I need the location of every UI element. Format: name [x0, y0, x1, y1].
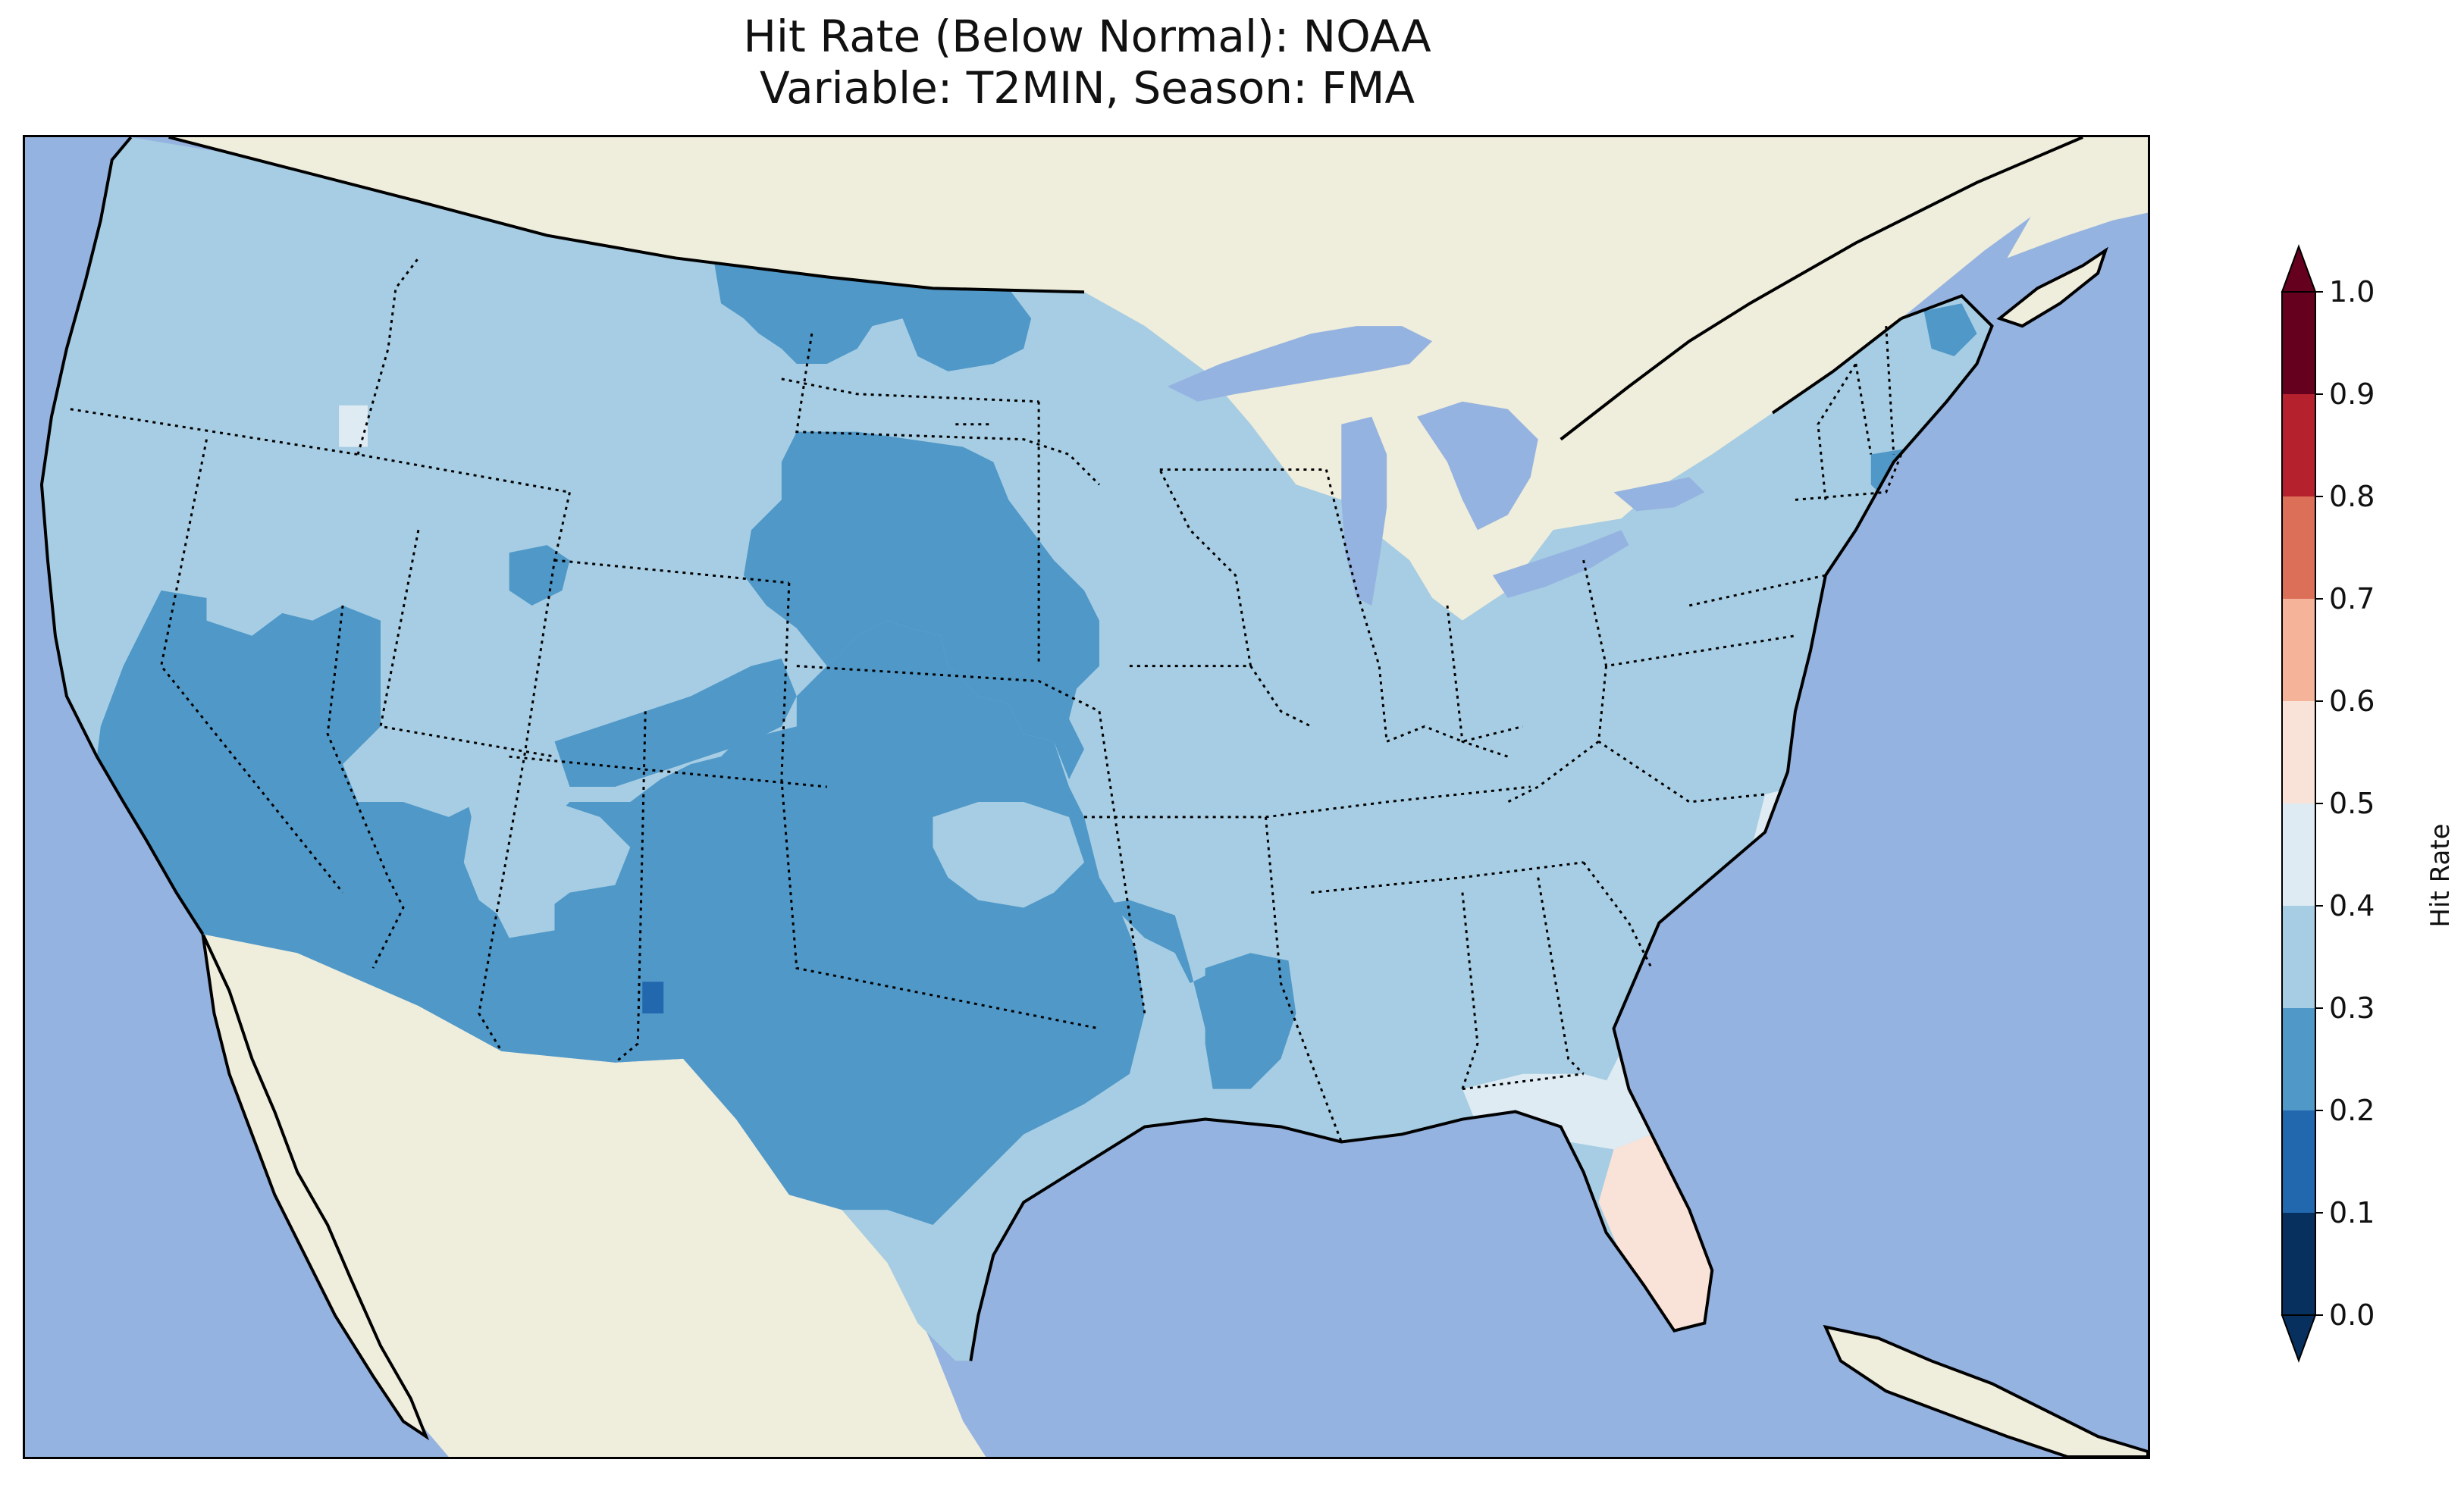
colorbar-bin — [2282, 292, 2315, 394]
colorbar-tick-label: 0.5 — [2329, 787, 2375, 820]
colorbar-tick-label: 0.1 — [2329, 1196, 2375, 1229]
colorbar-tick-label: 0.8 — [2329, 480, 2375, 513]
lake-michigan — [1341, 416, 1387, 606]
colorbar-tick-label: 0.2 — [2329, 1094, 2375, 1127]
lake-erie — [1492, 530, 1629, 598]
bin-0-1-0-2-new-mexico — [642, 982, 664, 1014]
colorbar-tick-label: 0.4 — [2329, 889, 2375, 922]
bin-0-2-0-3-southwest — [92, 590, 1145, 1293]
bin-0-2-0-3-mississippi — [1205, 953, 1296, 1089]
bin-0-2-0-3-colorado — [554, 658, 797, 788]
baja-california — [201, 933, 430, 1441]
colorbar-extend-max — [2281, 244, 2317, 293]
colorbar-bin — [2282, 599, 2315, 701]
cuba — [1823, 1324, 2148, 1457]
state-borders — [70, 257, 1903, 1142]
bin-0-4-0-5-idaho — [339, 405, 368, 447]
colorbar-bin — [2282, 701, 2315, 803]
nova-scotia — [1996, 246, 2108, 328]
canada-border-east — [1771, 317, 1902, 415]
bin-0-3-0-4-southwest-interior — [463, 787, 631, 923]
colorbar-bin — [2282, 394, 2315, 496]
bin-0-3-0-4-texas-panhandle — [933, 801, 1085, 908]
colorbar-tick-label: 0.6 — [2329, 684, 2375, 718]
map-title: Hit Rate (Below Normal): NOAA Variable: … — [0, 11, 2174, 114]
colorbar-bin — [2282, 803, 2315, 906]
bin-0-2-0-3-maine — [1923, 303, 1977, 357]
colorbar-svg: 0.0 0.1 0.2 0.3 0.4 0.5 0.6 0.7 0.8 0.9 1.0 Hit Ra… — [2281, 244, 2456, 1363]
lake-huron — [1417, 401, 1538, 531]
bin-0-2-0-3-sd-ne-ks — [743, 431, 1099, 780]
colorbar-swatches — [2281, 244, 2317, 1363]
colorbar-bin — [2282, 1213, 2315, 1315]
colorbar-bin — [2282, 906, 2315, 1008]
title-line-1: Hit Rate (Below Normal): NOAA — [743, 11, 1431, 62]
colorbar-tick-label: 1.0 — [2329, 275, 2375, 309]
maritime-land — [2007, 137, 2148, 258]
us-coastline — [39, 137, 205, 935]
canada-border — [168, 137, 1085, 294]
colorbar-ticks: 0.0 0.1 0.2 0.3 0.4 0.5 0.6 0.7 0.8 0.9 1.0 — [2315, 275, 2375, 1332]
colorbar-tick-label: 0.3 — [2329, 991, 2375, 1025]
gulf-coastline — [969, 293, 1994, 1361]
mexico-land — [202, 934, 986, 1457]
bin-0-3-0-4-south-texas — [842, 1210, 1009, 1361]
colorbar-bin — [2282, 496, 2315, 599]
bin-0-5-0-6-florida — [1598, 1134, 1720, 1339]
map-canvas — [25, 137, 2148, 1457]
colorbar-bin — [2282, 1110, 2315, 1213]
lake-superior — [1167, 326, 1433, 402]
colorbar-tick-label: 0.9 — [2329, 377, 2375, 411]
map-panel — [23, 135, 2150, 1459]
lake-ontario — [1613, 477, 1705, 512]
title-line-2: Variable: T2MIN, Season: FMA — [759, 62, 1415, 114]
colorbar-label: Hit Rate — [2425, 823, 2456, 927]
canada-border-east-2 — [1560, 137, 2083, 441]
colorbar-extend-min — [2281, 1314, 2317, 1363]
colorbar-tick-label: 0.0 — [2329, 1298, 2375, 1332]
colorbar-tick-label: 0.7 — [2329, 582, 2375, 615]
colorbar: 0.0 0.1 0.2 0.3 0.4 0.5 0.6 0.7 0.8 0.9 1.0 Hit Ra… — [2267, 239, 2464, 1394]
colorbar-bin — [2282, 1008, 2315, 1110]
